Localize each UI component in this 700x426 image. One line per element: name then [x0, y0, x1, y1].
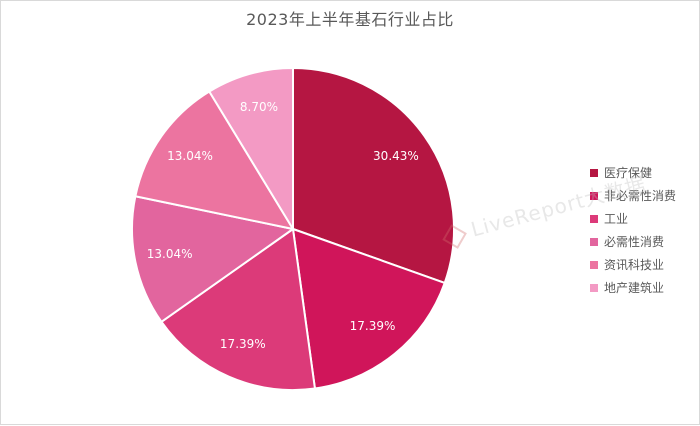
- legend-label: 医疗保健: [604, 166, 653, 180]
- pie-slice-6: [208, 67, 294, 230]
- slice-value-label-5: 13.04%: [167, 149, 213, 163]
- legend-swatch: [590, 192, 598, 200]
- legend-item-1[interactable]: 医疗保健: [590, 163, 695, 183]
- pie-slice-2: [292, 228, 446, 390]
- slice-value-label-3: 17.39%: [220, 337, 266, 351]
- legend-label: 资讯科技业: [604, 258, 665, 272]
- slice-value-label-1: 30.43%: [373, 149, 419, 163]
- legend-item-5[interactable]: 资讯科技业: [590, 255, 695, 275]
- legend-swatch: [590, 284, 598, 292]
- legend-item-6[interactable]: 地产建筑业: [590, 278, 695, 298]
- legend-swatch: [590, 215, 598, 223]
- pie-value-labels: 30.43% 17.39% 17.39% 13.04% 13.04% 8.70%: [147, 100, 419, 351]
- legend-swatch: [590, 169, 598, 177]
- legend: 医疗保健非必需性消费 工业必需性消费资讯科技业地产建筑业: [590, 163, 695, 301]
- legend-label: 工业: [604, 212, 629, 226]
- pie-slice-1: [292, 67, 455, 284]
- legend-item-3[interactable]: 工业: [590, 209, 695, 229]
- pie-slice-5: [134, 90, 294, 230]
- legend-item-2[interactable]: 非必需性消费: [590, 186, 695, 206]
- legend-swatch: [590, 261, 598, 269]
- slice-value-label-4: 13.04%: [147, 247, 193, 261]
- slice-value-label-6: 8.70%: [240, 100, 278, 114]
- legend-label: 非必需性消费: [604, 189, 677, 203]
- pie-slice-3: [160, 228, 316, 391]
- pie-slice-4: [131, 195, 294, 323]
- legend-item-4[interactable]: 必需性消费: [590, 232, 695, 252]
- legend-swatch: [590, 238, 598, 246]
- legend-label: 地产建筑业: [604, 281, 665, 295]
- pie-slices: [131, 67, 455, 391]
- slice-value-label-2: 17.39%: [350, 319, 396, 333]
- legend-label: 必需性消费: [604, 235, 665, 249]
- chart-title: 2023年上半年基石行业占比: [246, 10, 454, 29]
